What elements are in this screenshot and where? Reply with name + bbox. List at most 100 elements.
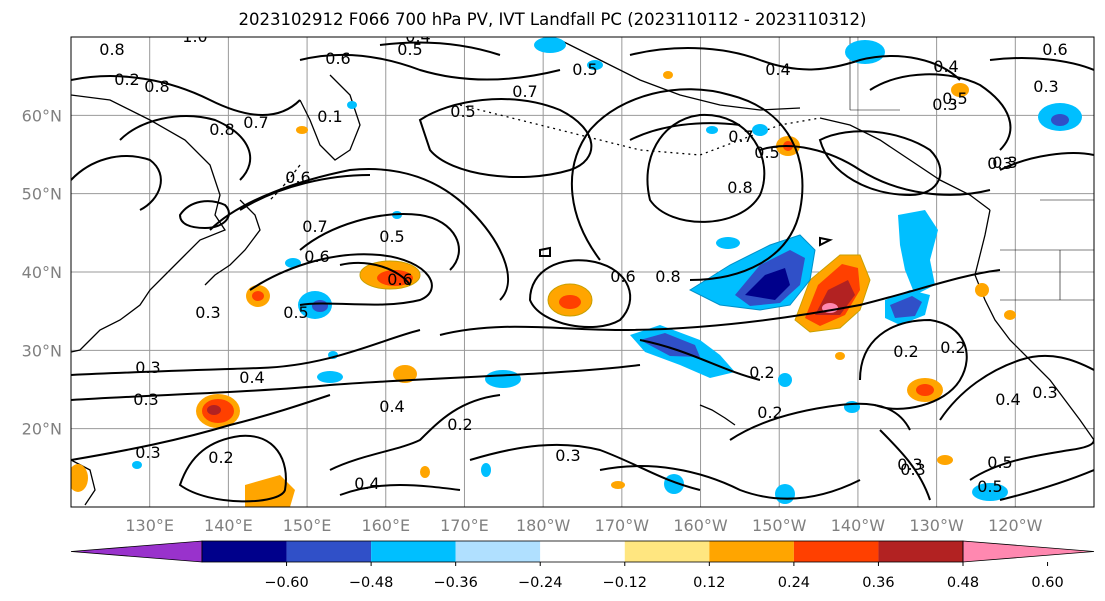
- pv-fill-areas: [71, 37, 1082, 507]
- contour-label: 0.6: [610, 267, 635, 286]
- map-frame: [70, 36, 1095, 508]
- contour-label: 0.5: [283, 303, 308, 322]
- colorbar-tick-label: 0.12: [693, 575, 725, 591]
- lon-tick-label: 130°W: [909, 516, 964, 535]
- contour-label: 0.5: [987, 453, 1012, 472]
- contour-label: 0.6: [1042, 40, 1067, 59]
- colorbar-segment: [709, 541, 794, 562]
- contour-label: 0.4: [239, 368, 264, 387]
- lon-tick-label: 140°E: [204, 516, 253, 535]
- contour-label: 0.6: [325, 49, 350, 68]
- lon-tick-label: 130°E: [125, 516, 174, 535]
- colorbar-segment: [878, 541, 963, 562]
- contour-label: 0.5: [379, 227, 404, 246]
- contour-label: 0.3: [1033, 77, 1058, 96]
- contour-label: 0.4: [405, 27, 430, 46]
- contour-label: 0.3: [987, 154, 1012, 173]
- contour-label: 0.2: [749, 363, 774, 382]
- lat-tick-label: 40°N: [22, 263, 62, 282]
- lon-tick-label: 160°E: [361, 516, 410, 535]
- contour-label: 0.3: [135, 358, 160, 377]
- contour-label: 0.3: [133, 390, 158, 409]
- lon-tick-label: 150°W: [752, 516, 807, 535]
- figure-title: 2023102912 F066 700 hPa PV, IVT Landfall…: [238, 10, 867, 29]
- colorbar-segment: [624, 541, 710, 562]
- contour-label: 0.8: [655, 267, 680, 286]
- contour-label: 0.7: [302, 217, 327, 236]
- contour-label: 0.8: [99, 40, 124, 59]
- contour-label: 0.3: [1032, 383, 1057, 402]
- colorbar-tick-label: 0.36: [862, 575, 894, 591]
- lat-tick-label: 20°N: [22, 420, 62, 439]
- lon-tick-label: 160°W: [673, 516, 728, 535]
- colorbar-tick-label: 0.24: [778, 575, 810, 591]
- contour-label: 0.2: [893, 342, 918, 361]
- contour-label: 0.2: [114, 70, 139, 89]
- lon-tick-label: 170°W: [595, 516, 650, 535]
- colorbar-tick-label: −0.60: [264, 575, 308, 591]
- contour-label: 0.2: [940, 338, 965, 357]
- lat-tick-label: 30°N: [22, 341, 62, 360]
- lon-tick-label: 120°W: [988, 516, 1043, 535]
- lat-tick-label: 60°N: [22, 106, 62, 125]
- contour-label: 0.6: [285, 168, 310, 187]
- contour-label: 0.5: [450, 102, 475, 121]
- lon-tick-label: 140°W: [831, 516, 886, 535]
- contour-label: 0.1: [317, 107, 342, 126]
- colorbar-tick-label: −0.12: [603, 575, 647, 591]
- contour-label: 0.5: [397, 40, 422, 59]
- contour-labels: 1.00.80.80.6 0.50.40.70.50.60.8 0.7 0.10.80…: [99, 27, 1067, 496]
- contour-label: 0.5: [977, 477, 1002, 496]
- colorbar-extension-max: [962, 540, 1095, 563]
- colorbar-tick-label: 0.60: [1031, 575, 1063, 591]
- colorbar-tick-label: −0.36: [433, 575, 477, 591]
- colorbar-segment: [793, 541, 879, 562]
- contour-label: 0.4: [379, 397, 404, 416]
- colorbar-segment: [371, 541, 456, 562]
- lon-tick-label: 150°E: [283, 516, 332, 535]
- latitude-tick-labels: 60°N 50°N 40°N 30°N 20°N: [22, 106, 62, 438]
- colorbar-tick-label: −0.24: [518, 575, 562, 591]
- colorbar-extension-min: [70, 540, 203, 563]
- contour-label: 0.4: [995, 390, 1020, 409]
- colorbar-segment: [455, 541, 541, 562]
- contour-label: 0.6: [387, 270, 412, 289]
- contour-label: 0.3: [897, 455, 922, 474]
- contour-label: 0.3: [900, 460, 925, 479]
- lon-tick-label: 180°W: [516, 516, 571, 535]
- contour-label: 0.6: [304, 247, 329, 266]
- colorbar-segment: [202, 541, 287, 562]
- contour-label: 0.8: [727, 178, 752, 197]
- contour-label: 1.0: [182, 27, 207, 46]
- contour-label: 0.3: [992, 153, 1017, 172]
- colorbar-tick-label: 0.48: [947, 575, 979, 591]
- contour-label: 0.5: [572, 60, 597, 79]
- contour-label: 0.7: [512, 82, 537, 101]
- contour-label: 0.2: [447, 415, 472, 434]
- pv-contours: [71, 41, 1094, 503]
- contour-label: 0.5: [942, 89, 967, 108]
- contour-label: 0.4: [354, 474, 379, 493]
- contour-label: 0.2: [208, 448, 233, 467]
- longitude-tick-labels: 130°E 140°E 150°E 160°E 170°E 180°W 170°W 160°W…: [125, 516, 1042, 535]
- colorbar-tick-label: −0.48: [349, 575, 393, 591]
- coastlines: [71, 37, 1094, 506]
- contour-label: 0.8: [144, 77, 169, 96]
- contour-label: 0.3: [932, 95, 957, 114]
- contour-label: 0.2: [757, 403, 782, 422]
- colorbar-segment: [540, 541, 625, 562]
- contour-label: 0.7: [243, 113, 268, 132]
- contour-label: 0.3: [135, 443, 160, 462]
- contour-label: 0.4: [765, 60, 790, 79]
- lat-tick-label: 50°N: [22, 185, 62, 204]
- contour-label: 0.3: [195, 303, 220, 322]
- contour-label: 0.7: [728, 127, 753, 146]
- colorbar-segment: [286, 541, 372, 562]
- lon-tick-label: 170°E: [440, 516, 489, 535]
- contour-label: 0.8: [209, 120, 234, 139]
- contour-label: 0.3: [555, 446, 580, 465]
- contour-label: 0.5: [754, 143, 779, 162]
- contour-label: 0.4: [933, 57, 958, 76]
